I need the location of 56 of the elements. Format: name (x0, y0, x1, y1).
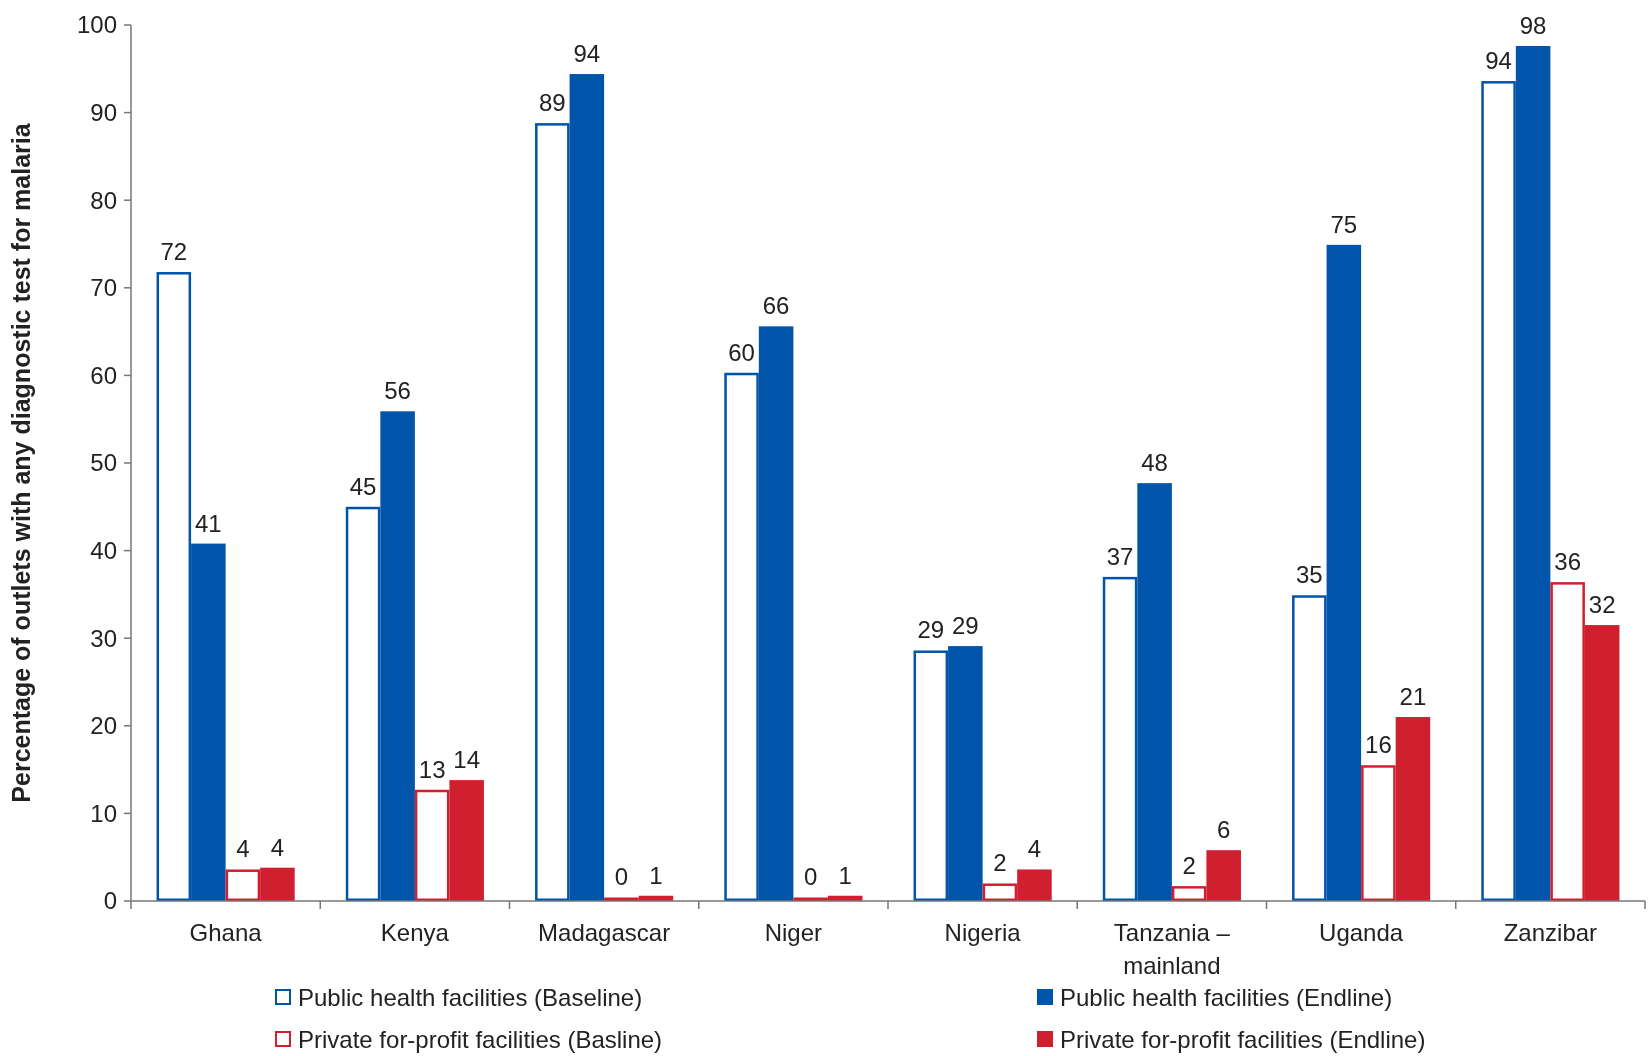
data-label: 56 (384, 377, 411, 405)
y-tick-label: 0 (103, 887, 117, 915)
data-label: 66 (762, 292, 790, 320)
legend-label: Private for-profit facilities (Endline) (1060, 1026, 1426, 1054)
x-tick-label: Tanzania – mainland (1113, 919, 1231, 979)
data-label: 16 (1365, 731, 1392, 759)
data-label: 0 (803, 863, 818, 891)
data-label: 36 (1554, 548, 1581, 576)
data-label: 1 (649, 861, 663, 889)
y-axis-title: Percentage of outlets with any diagnostic test for malaria (7, 122, 35, 803)
y-tick-label: 30 (90, 624, 117, 652)
data-label: 98 (1519, 12, 1547, 40)
y-tick-label: 40 (90, 537, 117, 564)
data-label: 72 (160, 238, 188, 266)
data-label: 35 (1295, 561, 1323, 589)
y-tick-label: 10 (90, 799, 117, 827)
data-label: 4 (270, 833, 285, 861)
data-label: 37 (1106, 542, 1134, 570)
x-tick-label: Kenya (380, 919, 450, 946)
y-tick-label: 20 (90, 712, 117, 740)
legend-label: Private for-profit facilities (Basline) (298, 1026, 663, 1054)
data-label: 0 (614, 863, 629, 891)
y-tick-label: 80 (90, 186, 117, 214)
x-tick-label: Ghana (189, 919, 263, 946)
data-label: 45 (349, 472, 377, 500)
data-label: 29 (917, 616, 945, 644)
legend-label: Public health facilities (Endline) (1060, 984, 1393, 1012)
y-tick-label: 90 (90, 99, 117, 126)
data-label: 94 (573, 40, 601, 68)
x-tick-label: Zanzibar (1503, 919, 1598, 946)
data-label: 2 (993, 849, 1007, 877)
y-tick-label: 70 (90, 274, 117, 302)
data-label: 4 (1027, 835, 1042, 863)
y-tick-label: 60 (90, 361, 117, 389)
x-tick-label: Nigeria (944, 919, 1022, 946)
data-label: 48 (1141, 449, 1168, 477)
y-tick-label: 50 (90, 449, 117, 477)
data-label: 89 (538, 89, 566, 117)
data-label: 21 (1399, 683, 1427, 711)
x-tick-label: Madagascar (538, 919, 671, 946)
y-tick-label: 100 (76, 11, 117, 39)
data-label: 32 (1588, 591, 1616, 619)
data-label: 14 (453, 746, 481, 774)
data-label: 60 (728, 338, 755, 366)
data-label: 2 (1182, 852, 1196, 880)
data-label: 6 (1217, 816, 1231, 844)
data-label: 29 (952, 612, 979, 640)
x-tick-label: Uganda (1319, 919, 1404, 946)
legend-label: Public health facilities (Baseline) (298, 984, 643, 1012)
data-label: 1 (838, 861, 852, 889)
x-tick-label: Niger (764, 919, 823, 946)
data-label: 94 (1485, 47, 1512, 75)
data-label: 4 (236, 835, 250, 863)
data-label: 75 (1330, 210, 1358, 238)
data-label: 13 (418, 755, 446, 783)
data-label: 41 (195, 509, 222, 537)
